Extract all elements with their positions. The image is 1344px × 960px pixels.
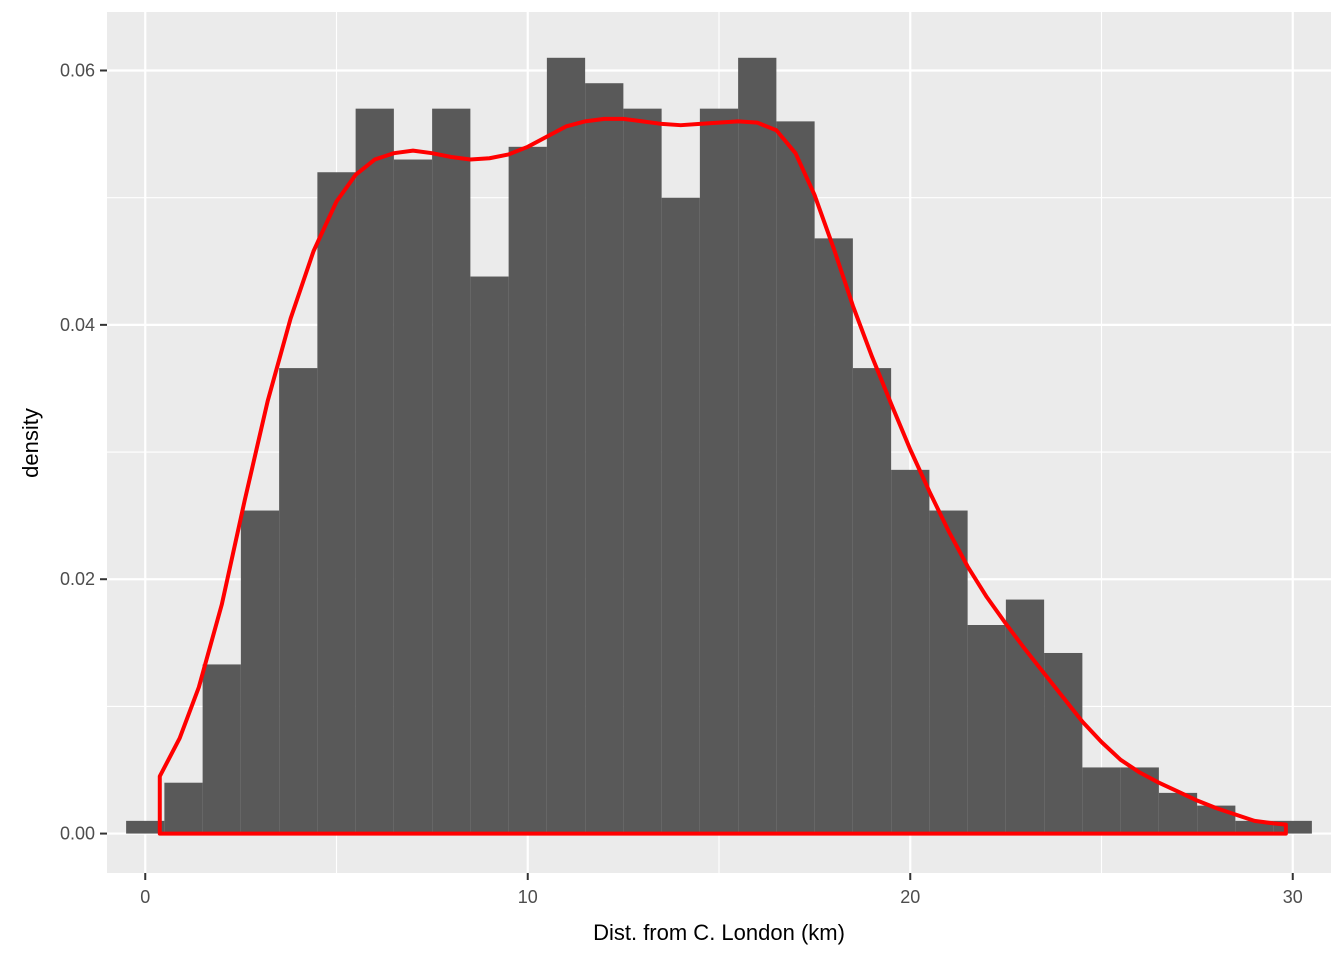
histogram-bar: [929, 510, 968, 834]
y-axis-ticks: 0.00 0.02 0.04 0.06: [60, 61, 107, 844]
x-tick-label: 0: [140, 887, 150, 907]
histogram-bar: [814, 238, 853, 834]
histogram-bar: [393, 159, 433, 834]
histogram-bar: [1197, 805, 1236, 834]
histogram-bar: [546, 57, 586, 834]
histogram-bar: [279, 368, 318, 834]
histogram-bar: [776, 121, 815, 834]
y-tick-label: 0.04: [60, 315, 95, 335]
x-tick-label: 20: [900, 887, 920, 907]
histogram-bar: [1120, 767, 1159, 834]
histogram-bar: [1082, 767, 1121, 834]
y-axis-title: density: [18, 408, 43, 478]
y-tick-label: 0.02: [60, 569, 95, 589]
histogram-bar: [317, 172, 356, 834]
histogram-bar: [585, 83, 624, 834]
x-tick-label: 10: [518, 887, 538, 907]
histogram-bar: [240, 510, 280, 834]
histogram-bars: [126, 57, 1312, 834]
y-tick-label: 0.06: [60, 61, 95, 81]
histogram-bar: [470, 276, 509, 834]
x-axis-ticks: 0 10 20 30: [140, 873, 1303, 907]
histogram-bar: [738, 57, 777, 834]
histogram-bar: [164, 782, 203, 834]
y-tick-label: 0.00: [60, 824, 95, 844]
histogram-bar: [891, 469, 930, 834]
histogram-bar: [852, 368, 892, 834]
histogram-bar: [1005, 599, 1045, 834]
x-axis-title: Dist. from C. London (km): [593, 920, 845, 945]
histogram-bar: [126, 820, 165, 834]
histogram-bar: [202, 664, 241, 834]
density-curve: [157, 116, 1288, 836]
histogram-bar: [967, 625, 1006, 834]
histogram-bar: [623, 108, 662, 834]
histogram-bar: [699, 108, 739, 834]
histogram-bar: [432, 108, 471, 834]
histogram-bar: [661, 197, 700, 834]
histogram-bar: [508, 146, 547, 834]
histogram-bar: [355, 108, 394, 834]
x-tick-label: 30: [1283, 887, 1303, 907]
